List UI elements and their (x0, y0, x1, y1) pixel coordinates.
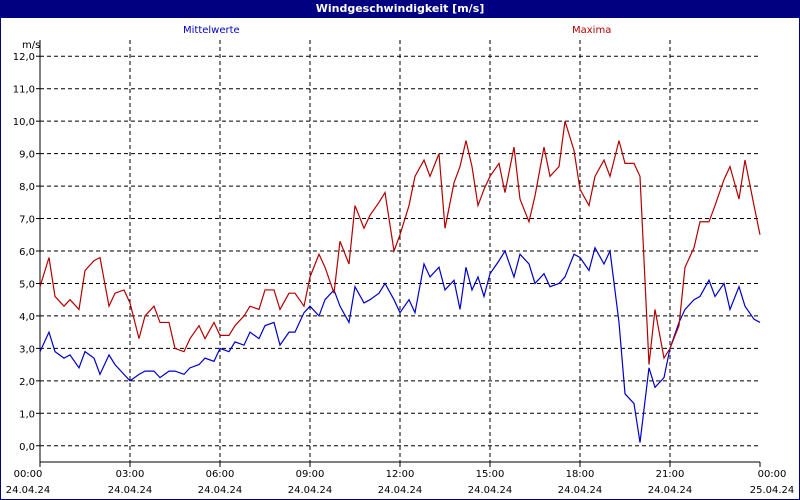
series-line-maxima (39, 120, 761, 365)
x-tick-date: 24.04.24 (108, 485, 153, 496)
x-tick-time: 18:00 (566, 469, 595, 480)
y-tick-label: 1,0 (19, 409, 35, 420)
x-tick-date: 24.04.24 (468, 485, 513, 496)
y-axis-unit: m/s (22, 40, 41, 51)
y-tick-label: 11,0 (13, 85, 35, 96)
x-tick-date: 24.04.24 (6, 485, 51, 496)
y-tick-label: 0,0 (19, 442, 35, 453)
series-line-mittelwerte (39, 246, 761, 443)
legend-maxima: Maxima (572, 25, 612, 36)
x-tick-time: 09:00 (296, 469, 325, 480)
x-tick-date: 24.04.24 (378, 485, 423, 496)
x-tick-date: 25.04.24 (750, 485, 795, 496)
x-tick-time: 00:00 (14, 469, 43, 480)
x-tick-date: 24.04.24 (198, 485, 243, 496)
y-tick-label: 4,0 (19, 312, 35, 323)
x-tick-time: 15:00 (476, 469, 505, 480)
y-tick-label: 9,0 (19, 150, 35, 161)
y-tick-label: 10,0 (13, 117, 35, 128)
y-tick-label: 5,0 (19, 279, 35, 290)
y-tick-label: 6,0 (19, 247, 35, 258)
x-tick-time: 12:00 (386, 469, 415, 480)
x-tick-time: 03:00 (116, 469, 145, 480)
x-tick-time: 00:00 (758, 469, 787, 480)
x-tick-time: 06:00 (206, 469, 235, 480)
y-tick-label: 8,0 (19, 182, 35, 193)
y-tick-label: 3,0 (19, 344, 35, 355)
legend-mittelwerte: Mittelwerte (183, 25, 240, 36)
x-tick-time: 21:00 (656, 469, 685, 480)
y-tick-label: 7,0 (19, 215, 35, 226)
y-tick-label: 12,0 (13, 52, 35, 63)
x-tick-date: 24.04.24 (288, 485, 333, 496)
x-tick-date: 24.04.24 (648, 485, 693, 496)
chart-title: Windgeschwindigkeit [m/s] (0, 0, 800, 18)
y-tick-label: 2,0 (19, 377, 35, 388)
x-tick-date: 24.04.24 (558, 485, 603, 496)
